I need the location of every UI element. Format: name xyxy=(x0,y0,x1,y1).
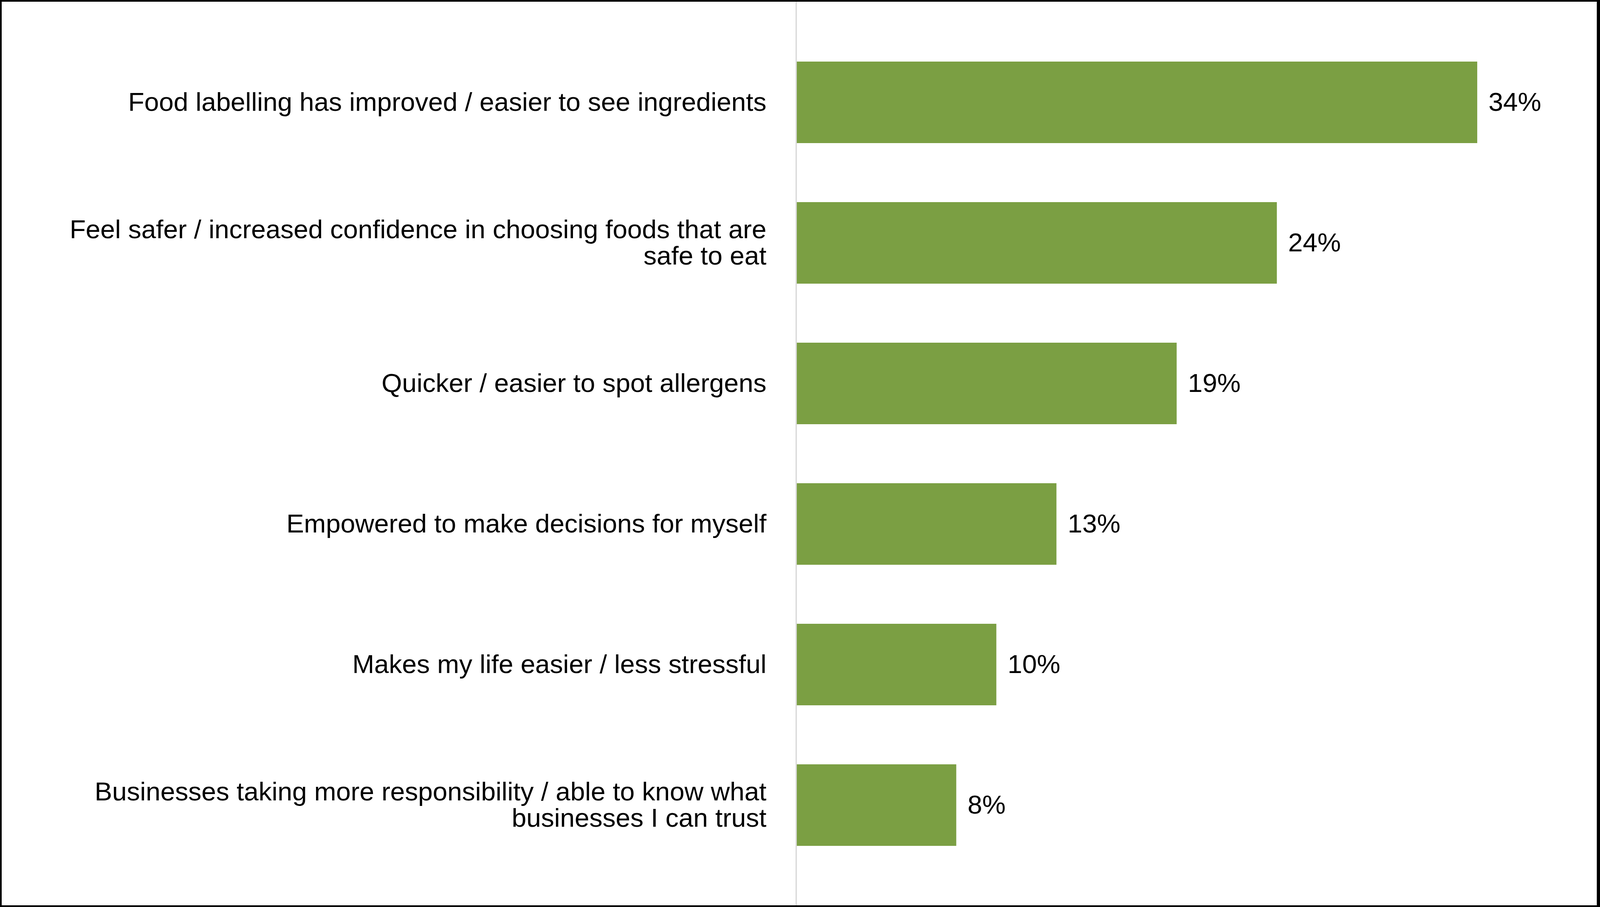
svg-text:Empowered to make decisions fo: Empowered to make decisions for myself xyxy=(286,508,767,539)
svg-text:Makes my life easier / less st: Makes my life easier / less stressful xyxy=(352,649,767,679)
svg-text:34%: 34% xyxy=(1488,87,1541,117)
svg-text:Food labelling has improved /: Food labelling has improved / easier to … xyxy=(128,87,767,117)
svg-text:19%: 19% xyxy=(1188,368,1241,398)
svg-text:Feel safer / increased confide: Feel safer / increased confidence in cho… xyxy=(69,214,767,271)
svg-text:Quicker / easier to spot aller: Quicker / easier to spot allergens xyxy=(381,368,767,398)
svg-text:24%: 24% xyxy=(1288,227,1341,257)
svg-text:10%: 10% xyxy=(1007,649,1061,679)
svg-text:Businesses taking more respons: Businesses taking more responsibility / … xyxy=(94,776,767,833)
svg-text:13%: 13% xyxy=(1067,508,1121,539)
svg-text:8%: 8% xyxy=(967,790,1006,820)
